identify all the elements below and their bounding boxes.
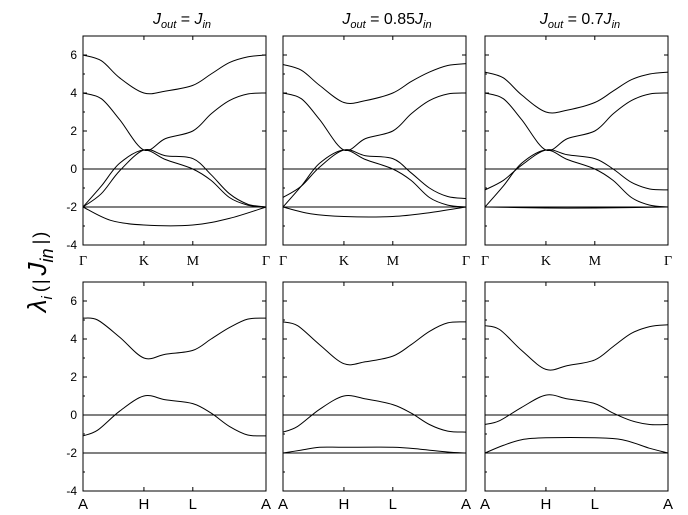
y-tick-label: 6 bbox=[70, 294, 77, 308]
k-path-label: L bbox=[389, 496, 397, 513]
y-tick-label: 0 bbox=[70, 162, 77, 176]
band-line-4 bbox=[282, 206, 467, 218]
panel-frame bbox=[282, 35, 467, 246]
band-line-2 bbox=[282, 149, 467, 199]
band-line-1 bbox=[82, 92, 267, 152]
band-line-2 bbox=[282, 446, 467, 454]
panel-frame bbox=[82, 35, 267, 246]
k-path-label: Γ bbox=[664, 254, 672, 269]
y-tick-label: 2 bbox=[70, 370, 77, 384]
band-line-3 bbox=[282, 149, 467, 208]
k-path-label: L bbox=[189, 496, 197, 513]
y-tick-label: 0 bbox=[70, 408, 77, 422]
band-line-0 bbox=[82, 54, 267, 95]
k-path-label: Γ bbox=[481, 254, 489, 269]
band-line-1 bbox=[282, 92, 467, 152]
k-path-label: Γ bbox=[262, 254, 270, 269]
k-path-label: Γ bbox=[279, 254, 287, 269]
band-line-1 bbox=[484, 92, 669, 152]
band-line-3 bbox=[484, 149, 669, 208]
band-line-3 bbox=[82, 149, 267, 208]
k-path-label: M bbox=[187, 254, 200, 269]
y-tick-label: 6 bbox=[70, 48, 77, 62]
k-path-label: K bbox=[541, 254, 551, 269]
band-line-1 bbox=[282, 395, 467, 433]
band-line-0 bbox=[484, 324, 669, 371]
panel-frame bbox=[282, 281, 467, 492]
k-path-label: K bbox=[339, 254, 349, 269]
y-tick-label: -4 bbox=[66, 238, 77, 252]
band-line-4 bbox=[82, 206, 267, 227]
k-path-label: K bbox=[139, 254, 149, 269]
panel-frame bbox=[82, 281, 267, 492]
band-line-0 bbox=[484, 71, 669, 114]
k-path-label: A bbox=[461, 496, 471, 513]
k-path-label: A bbox=[663, 496, 673, 513]
band-line-2 bbox=[484, 149, 669, 191]
band-line-1 bbox=[82, 395, 267, 437]
k-path-label: M bbox=[589, 254, 602, 269]
k-path-label: A bbox=[278, 496, 288, 513]
band-line-1 bbox=[484, 394, 669, 426]
y-tick-label: -4 bbox=[66, 484, 77, 498]
k-path-label: M bbox=[387, 254, 400, 269]
y-axis-label: λi(|Jin|) bbox=[22, 232, 57, 315]
y-tick-label: -2 bbox=[66, 200, 77, 214]
y-tick-label: 4 bbox=[70, 332, 77, 346]
y-tick-label: 4 bbox=[70, 86, 77, 100]
k-path-label: A bbox=[480, 496, 490, 513]
k-path-label: Γ bbox=[79, 254, 87, 269]
panel-frame bbox=[484, 281, 669, 492]
column-title-0: Jout = Jin bbox=[152, 11, 211, 31]
k-path-label: A bbox=[261, 496, 271, 513]
k-path-label: H bbox=[339, 496, 350, 513]
band-line-0 bbox=[282, 63, 467, 104]
band-line-2 bbox=[484, 437, 669, 454]
band-line-2 bbox=[82, 148, 267, 208]
column-title-2: Jout = 0.7Jin bbox=[539, 11, 620, 31]
k-path-label: H bbox=[139, 496, 150, 513]
band-line-0 bbox=[82, 317, 267, 360]
band-line-0 bbox=[282, 321, 467, 366]
panel-frame bbox=[484, 35, 669, 246]
k-path-label: H bbox=[541, 496, 552, 513]
column-title-1: Jout = 0.85Jin bbox=[341, 11, 431, 31]
y-tick-label: 2 bbox=[70, 124, 77, 138]
k-path-label: Γ bbox=[462, 254, 470, 269]
k-path-label: A bbox=[78, 496, 88, 513]
y-tick-label: -2 bbox=[66, 446, 77, 460]
k-path-label: L bbox=[591, 496, 599, 513]
